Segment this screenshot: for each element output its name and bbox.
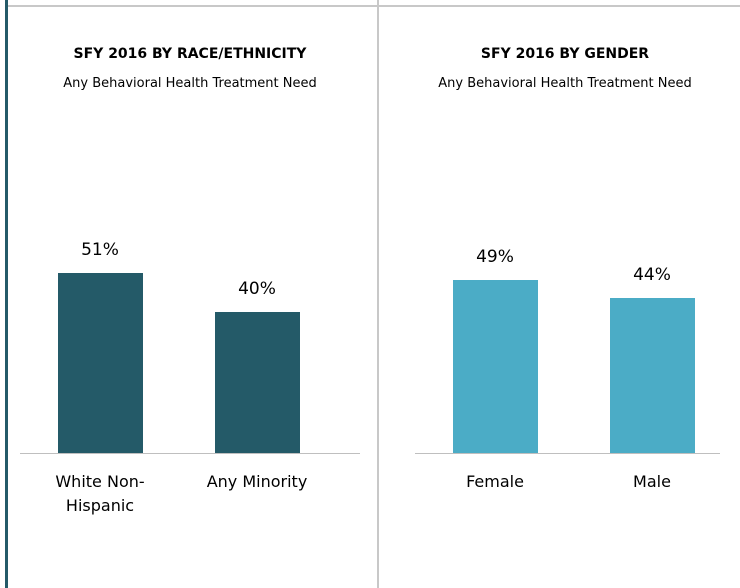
value-label: 44% bbox=[633, 264, 671, 285]
value-label: 51% bbox=[81, 239, 119, 260]
left-border bbox=[5, 0, 8, 588]
chart-subtitle: Any Behavioral Health Treatment Need bbox=[63, 76, 317, 91]
value-label: 40% bbox=[238, 278, 276, 299]
chart-title: SFY 2016 BY RACE/ETHNICITY bbox=[73, 46, 307, 62]
panel-divider bbox=[377, 0, 379, 588]
chart-title: SFY 2016 BY GENDER bbox=[480, 46, 650, 62]
baseline bbox=[20, 453, 360, 454]
top-rule bbox=[8, 5, 740, 7]
baseline bbox=[415, 453, 720, 454]
category-label: Female bbox=[466, 472, 524, 491]
bar bbox=[452, 280, 538, 453]
value-label: 49% bbox=[476, 247, 514, 268]
category-label: Any Minority bbox=[206, 472, 308, 491]
bar bbox=[57, 272, 143, 453]
chart-subtitle: Any Behavioral Health Treatment Need bbox=[438, 76, 692, 91]
bar bbox=[214, 311, 300, 453]
bar bbox=[609, 297, 695, 453]
category-label: White Non-Hispanic bbox=[55, 472, 145, 515]
category-label: Male bbox=[633, 472, 671, 491]
